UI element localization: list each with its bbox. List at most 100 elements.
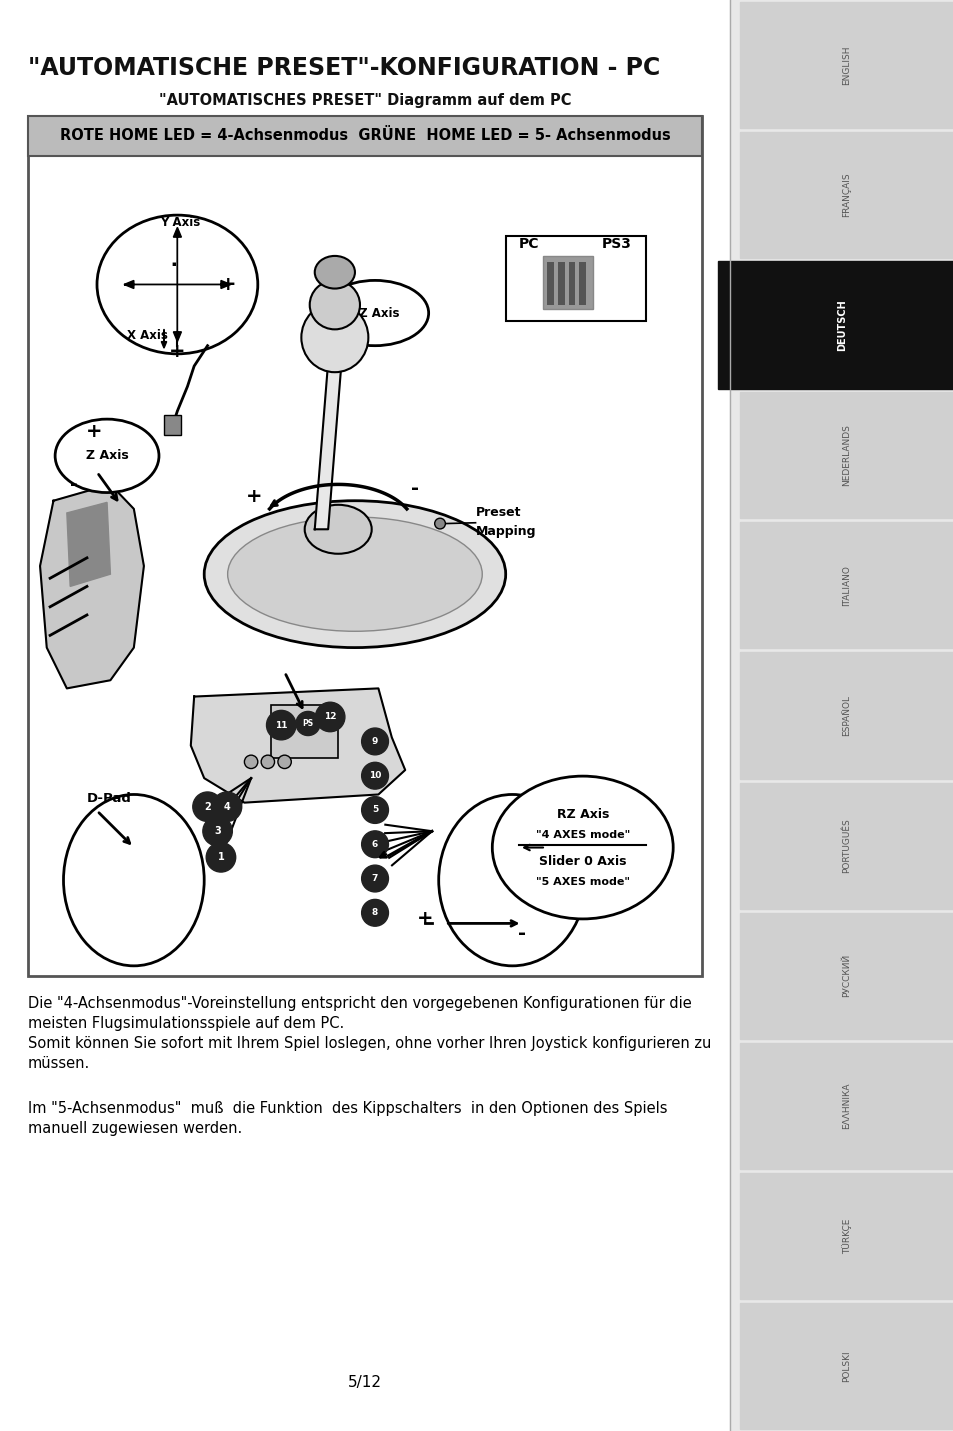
Ellipse shape	[97, 215, 257, 353]
Text: +: +	[416, 909, 433, 929]
Ellipse shape	[204, 501, 505, 648]
Bar	[740, 1302, 953, 1430]
Text: +: +	[86, 422, 102, 441]
Text: DEUTSCH: DEUTSCH	[836, 299, 846, 351]
Text: Mapping: Mapping	[475, 525, 536, 538]
Bar	[542, 256, 592, 309]
Bar	[740, 392, 953, 518]
Text: -: -	[411, 479, 418, 498]
Ellipse shape	[55, 419, 159, 492]
Bar	[729, 0, 953, 1431]
Text: -: -	[70, 475, 77, 494]
Text: PS: PS	[302, 718, 314, 728]
Text: 8: 8	[372, 909, 377, 917]
Text: ESPAÑOL: ESPAÑOL	[841, 695, 851, 736]
Text: Somit können Sie sofort mit Ihrem Spiel loslegen, ohne vorher Ihren Joystick kon: Somit können Sie sofort mit Ihrem Spiel …	[28, 1036, 711, 1050]
Ellipse shape	[492, 776, 673, 919]
Text: -: -	[123, 275, 131, 293]
Bar	[505, 236, 646, 321]
Text: RZ Axis: RZ Axis	[350, 306, 399, 319]
Bar	[578, 262, 585, 305]
FancyArrow shape	[161, 329, 167, 348]
Circle shape	[315, 703, 345, 731]
Circle shape	[277, 756, 291, 768]
Text: 6: 6	[372, 840, 377, 849]
Circle shape	[244, 756, 257, 768]
Text: D-Pad: D-Pad	[87, 793, 132, 806]
Ellipse shape	[438, 794, 585, 966]
Ellipse shape	[228, 517, 482, 631]
Text: Im "5-Achsenmodus"  muß  die Funktion  des Kippschalters  in den Optionen des Sp: Im "5-Achsenmodus" muß die Funktion des …	[28, 1100, 667, 1116]
Text: X Axis: X Axis	[127, 329, 168, 342]
Bar	[740, 132, 953, 258]
Polygon shape	[191, 688, 405, 803]
Text: 4: 4	[223, 801, 230, 811]
Circle shape	[266, 710, 295, 740]
Text: "5 AXES mode": "5 AXES mode"	[536, 877, 629, 887]
Text: РУССКИЙ: РУССКИЙ	[841, 954, 851, 997]
Text: 7: 7	[372, 874, 377, 883]
Bar	[28, 116, 701, 156]
Bar	[740, 522, 953, 648]
Bar	[28, 116, 701, 976]
Bar	[164, 415, 180, 435]
FancyArrow shape	[177, 280, 231, 289]
Bar	[547, 262, 554, 305]
Text: "4 AXES mode": "4 AXES mode"	[535, 830, 629, 840]
Text: manuell zugewiesen werden.: manuell zugewiesen werden.	[28, 1120, 242, 1136]
Ellipse shape	[310, 280, 359, 329]
Text: "AUTOMATISCHES PRESET" Diagramm auf dem PC: "AUTOMATISCHES PRESET" Diagramm auf dem …	[158, 93, 571, 107]
Text: "AUTOMATISCHE PRESET"-KONFIGURATION - PC: "AUTOMATISCHE PRESET"-KONFIGURATION - PC	[28, 56, 659, 80]
Circle shape	[435, 518, 445, 529]
Circle shape	[361, 797, 388, 823]
Bar	[271, 704, 338, 758]
Text: 5/12: 5/12	[348, 1375, 381, 1391]
Text: ▪: ▪	[172, 260, 176, 268]
Text: TÜRKÇE: TÜRKÇE	[841, 1218, 851, 1254]
Text: PS3: PS3	[600, 236, 631, 250]
Ellipse shape	[321, 280, 428, 346]
Circle shape	[212, 791, 241, 821]
Bar	[740, 1, 953, 129]
Text: Die "4-Achsenmodus"-Voreinstellung entspricht den vorgegebenen Konfigurationen f: Die "4-Achsenmodus"-Voreinstellung entsp…	[28, 996, 691, 1010]
Polygon shape	[314, 362, 341, 529]
Text: Y Axis: Y Axis	[160, 216, 201, 229]
Bar	[740, 653, 953, 778]
Text: 11: 11	[274, 721, 287, 730]
Circle shape	[261, 756, 274, 768]
Text: müssen.: müssen.	[28, 1056, 91, 1070]
Bar	[740, 1173, 953, 1299]
Text: -: -	[517, 923, 526, 943]
Circle shape	[295, 711, 320, 736]
Text: ΕΛΛΗΝΙКΑ: ΕΛΛΗΝΙКΑ	[841, 1082, 851, 1129]
Bar	[568, 262, 575, 305]
Text: NEDERLANDS: NEDERLANDS	[841, 425, 851, 487]
Text: PC: PC	[518, 236, 538, 250]
Text: Slider 0 Axis: Slider 0 Axis	[538, 854, 626, 867]
Polygon shape	[40, 485, 144, 688]
FancyArrow shape	[173, 285, 181, 342]
Ellipse shape	[304, 505, 372, 554]
Ellipse shape	[64, 794, 204, 966]
Bar	[718, 262, 953, 389]
Bar	[740, 783, 953, 909]
Text: +: +	[169, 342, 186, 361]
Circle shape	[361, 900, 388, 926]
FancyArrow shape	[124, 280, 177, 289]
FancyArrow shape	[173, 228, 181, 285]
Circle shape	[206, 843, 235, 871]
Circle shape	[361, 831, 388, 857]
Text: POLSKI: POLSKI	[841, 1349, 851, 1382]
Text: ITALIANO: ITALIANO	[841, 565, 851, 605]
Text: 9: 9	[372, 737, 377, 746]
Text: 5: 5	[372, 806, 377, 814]
Text: RZ Axis: RZ Axis	[556, 809, 608, 821]
Text: +: +	[246, 487, 262, 507]
Ellipse shape	[301, 303, 368, 372]
Text: 1: 1	[217, 853, 224, 863]
Circle shape	[361, 763, 388, 788]
Text: +: +	[219, 275, 235, 293]
Text: 12: 12	[324, 713, 336, 721]
Bar	[558, 262, 564, 305]
Circle shape	[203, 817, 233, 846]
